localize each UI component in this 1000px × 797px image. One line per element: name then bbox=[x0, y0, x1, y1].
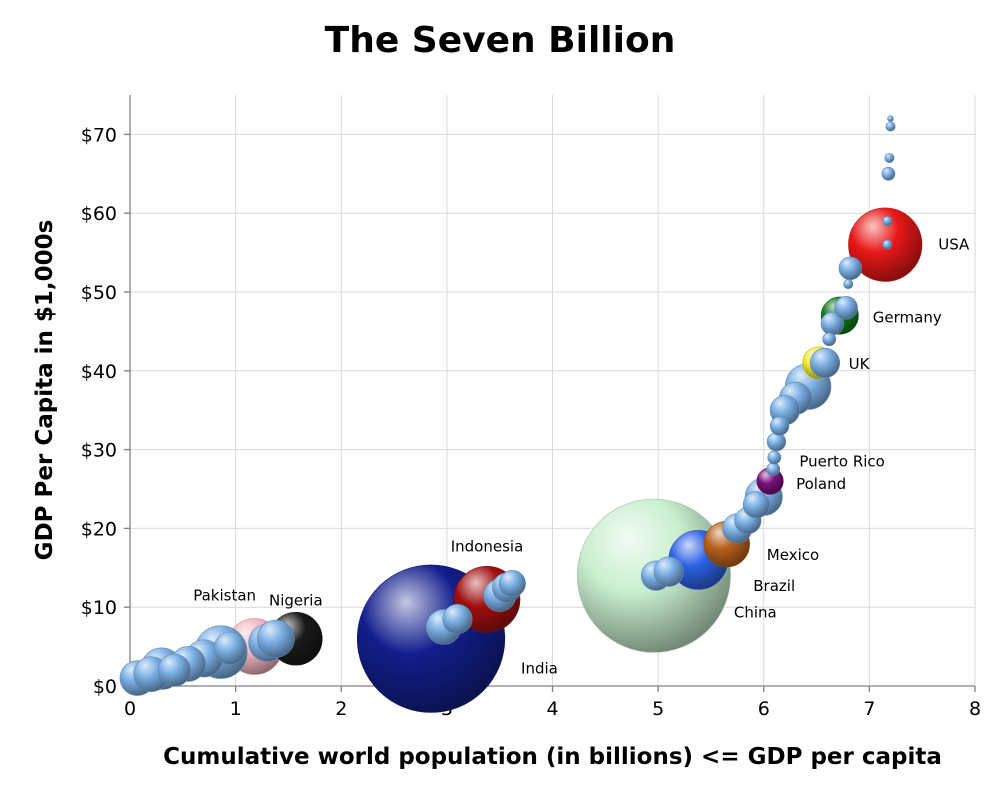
bubble bbox=[442, 603, 473, 635]
country-label-mexico: Mexico bbox=[767, 546, 819, 564]
bubble bbox=[884, 153, 895, 164]
grid-lines bbox=[129, 95, 976, 687]
bubble bbox=[256, 619, 295, 658]
y-tick-label: $60 bbox=[81, 203, 117, 225]
bubble bbox=[498, 570, 526, 598]
country-labels: Pakistan Nigeria India Indonesia China Brazil… bbox=[193, 236, 970, 678]
chart-title: The Seven Billion bbox=[324, 20, 676, 61]
bubble bbox=[809, 347, 841, 378]
y-tick-label: $70 bbox=[81, 124, 117, 146]
country-label-nigeria: Nigeria bbox=[269, 592, 323, 610]
bubble-puerto-rico bbox=[767, 450, 782, 465]
x-axis-label: Cumulative world population (in billions… bbox=[163, 744, 942, 770]
y-tick-label: $50 bbox=[81, 282, 117, 304]
x-tick-label: 8 bbox=[969, 698, 981, 720]
country-label-usa: USA bbox=[938, 236, 970, 254]
y-tick-label: $20 bbox=[81, 518, 117, 540]
x-tick-label: 1 bbox=[230, 698, 242, 720]
bubble bbox=[882, 239, 893, 250]
country-label-poland: Poland bbox=[796, 475, 846, 493]
bubble bbox=[834, 296, 858, 320]
x-tick-label: 7 bbox=[863, 698, 875, 720]
bubble bbox=[887, 115, 894, 122]
country-label-uk: UK bbox=[849, 355, 871, 373]
bubble bbox=[843, 279, 854, 290]
country-label-pakistan: Pakistan bbox=[193, 587, 256, 605]
bubble bbox=[766, 462, 781, 477]
x-tick-label: 6 bbox=[758, 698, 770, 720]
country-label-india: India bbox=[521, 660, 558, 678]
bubble bbox=[157, 653, 191, 687]
y-tick-label: $40 bbox=[81, 361, 117, 383]
country-label-indonesia: Indonesia bbox=[451, 537, 524, 555]
bubble bbox=[769, 416, 790, 436]
bubble bbox=[838, 256, 863, 281]
bubble bbox=[885, 121, 896, 132]
y-tick-label: $30 bbox=[81, 440, 117, 462]
y-tick-label: $10 bbox=[81, 597, 117, 619]
bubble bbox=[742, 491, 770, 519]
bubble bbox=[822, 332, 837, 347]
bubble-series bbox=[119, 115, 923, 713]
x-tick-label: 4 bbox=[546, 698, 558, 720]
bubble bbox=[881, 166, 896, 181]
y-axis-label: GDP Per Capita in $1,000s bbox=[32, 219, 58, 561]
x-tick-label: 5 bbox=[652, 698, 664, 720]
x-tick-label: 2 bbox=[335, 698, 347, 720]
y-tick-label: $0 bbox=[93, 676, 117, 698]
bubble bbox=[766, 432, 787, 452]
country-label-germany: Germany bbox=[873, 309, 942, 327]
bubble bbox=[653, 556, 684, 587]
bubble bbox=[213, 631, 247, 665]
country-label-brazil: Brazil bbox=[753, 577, 795, 595]
bubble bbox=[882, 216, 893, 227]
country-label-china: China bbox=[734, 604, 777, 622]
x-tick-label: 0 bbox=[124, 698, 136, 720]
country-label-puerto-rico: Puerto Rico bbox=[799, 452, 885, 470]
